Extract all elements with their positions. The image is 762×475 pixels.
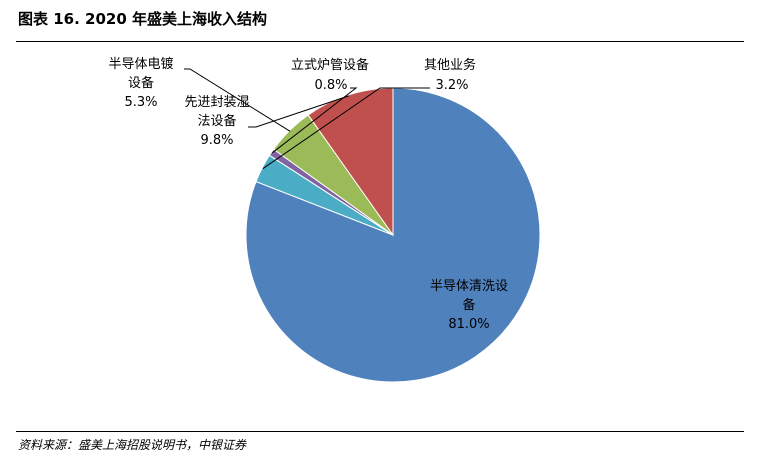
pie-slices: [245, 87, 541, 383]
leader-line-packaging: [248, 95, 349, 128]
leader-line-furnace: [272, 87, 358, 154]
bottom-rule: [16, 431, 744, 432]
slice-label-3: 立式炉管设备 0.8%: [291, 57, 369, 93]
slice-label-4: 其他业务 3.2%: [424, 57, 476, 93]
slice-label-1: 先进封装湿法设备 9.8%: [184, 95, 249, 148]
leader-line-other: [262, 87, 430, 169]
slice-label-2: 半导体电镀设备 5.3%: [108, 56, 173, 110]
slice-label-0: 半导体清洗设备 81.0%: [430, 279, 508, 332]
figure-title: 图表 16. 2020 年盛美上海收入结构: [18, 10, 267, 28]
source-note: 资料来源：盛美上海招股说明书，中银证券: [18, 438, 247, 452]
leader-line-plating: [184, 68, 291, 132]
slice-labels: 半导体清洗设备 81.0% 其他业务 3.2% 立式炉管设备 0.8% 半导体电镀设备 5.3…: [108, 56, 508, 332]
leader-lines: [184, 68, 430, 169]
top-rule: [16, 41, 744, 42]
